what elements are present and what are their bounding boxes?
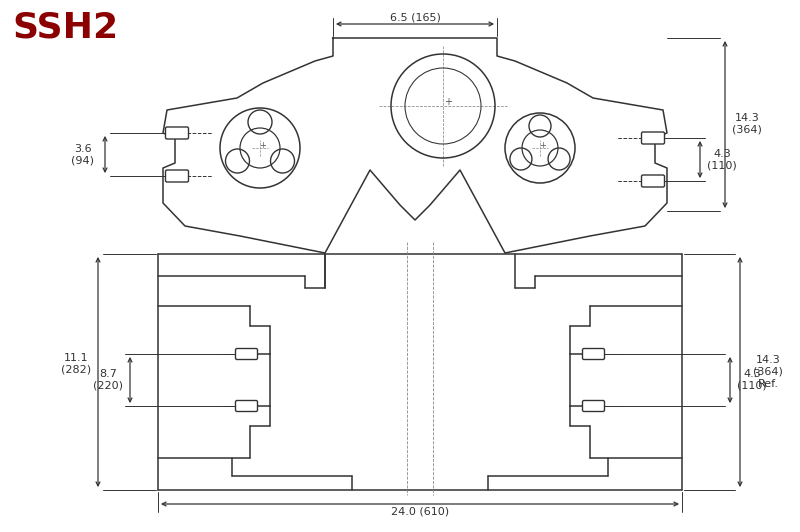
Text: 6.5 (165): 6.5 (165): [390, 12, 441, 22]
FancyBboxPatch shape: [235, 401, 258, 411]
Text: 11.1
(282): 11.1 (282): [61, 353, 91, 375]
Text: 4.3
(110): 4.3 (110): [707, 149, 737, 170]
Text: 4.3
(110): 4.3 (110): [737, 369, 767, 391]
FancyBboxPatch shape: [642, 175, 665, 187]
Text: SSH2: SSH2: [12, 10, 118, 44]
FancyBboxPatch shape: [582, 401, 605, 411]
Text: +: +: [444, 97, 452, 107]
Text: 3.6
(94): 3.6 (94): [71, 144, 94, 165]
Text: 14.3
(364): 14.3 (364): [732, 113, 762, 135]
Text: 14.3
(364)
Ref.: 14.3 (364) Ref.: [753, 355, 783, 388]
FancyBboxPatch shape: [582, 348, 605, 360]
Text: +: +: [259, 140, 266, 149]
Polygon shape: [163, 38, 667, 253]
FancyBboxPatch shape: [166, 127, 189, 139]
Text: +: +: [539, 140, 546, 149]
FancyBboxPatch shape: [166, 170, 189, 182]
Text: 8.7
(220): 8.7 (220): [93, 369, 123, 391]
Text: 24.0 (610): 24.0 (610): [391, 507, 449, 517]
FancyBboxPatch shape: [642, 132, 665, 144]
FancyBboxPatch shape: [235, 348, 258, 360]
